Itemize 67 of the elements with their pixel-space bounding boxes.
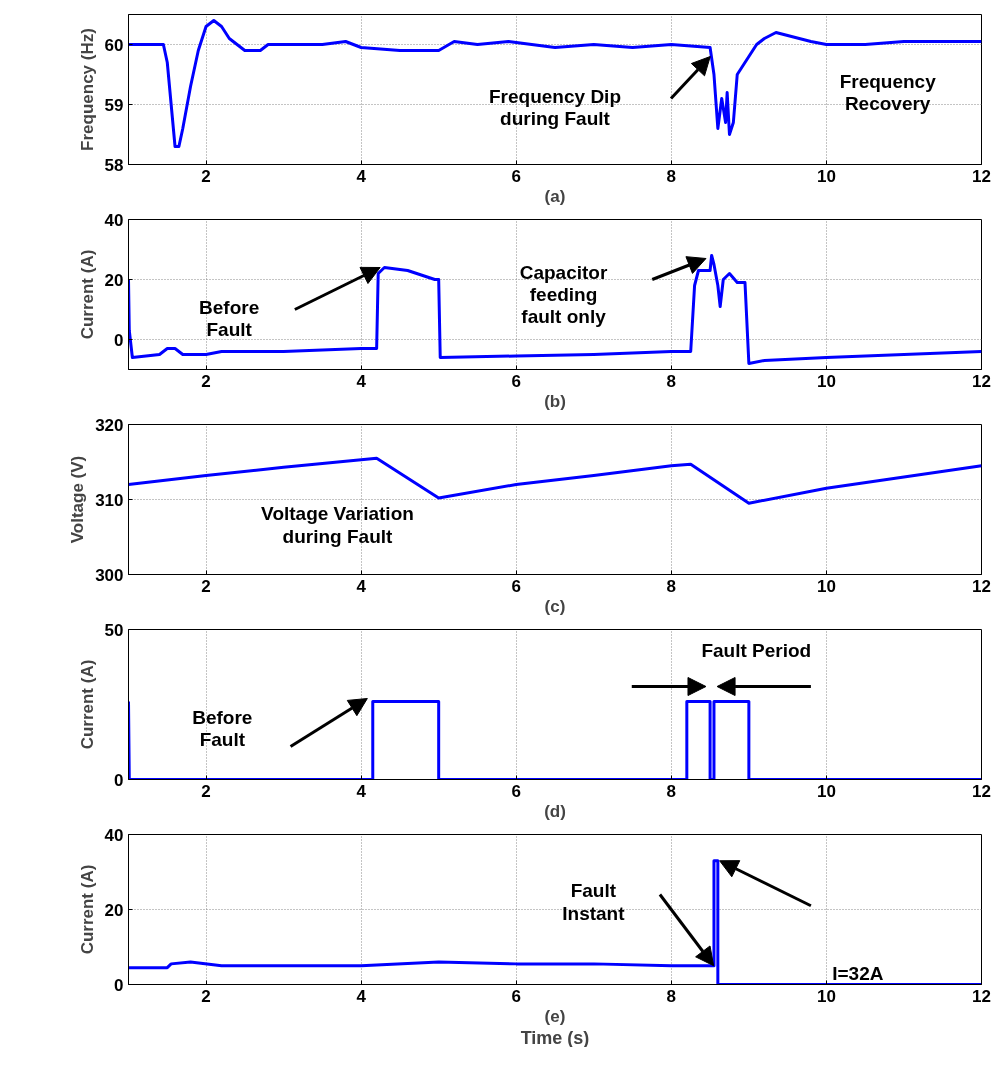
y-tick-label: 310 [95,490,124,510]
x-tick-label: 12 [972,371,991,391]
annotation: I=32A [832,962,884,984]
x-tick-label: 6 [511,371,521,391]
y-tick-label: 58 [104,155,124,175]
x-tick-label: 4 [356,371,367,391]
y-tick-label: 300 [95,565,124,585]
text: (b) [544,391,566,411]
x-tick-label: 6 [511,781,521,801]
x-tick-label: 8 [666,576,677,596]
y-tick-label: 40 [104,825,124,845]
x-tick-label: 10 [816,986,836,1006]
x-tick-label: 8 [666,166,677,186]
text: (d) [544,801,566,821]
y-tick-label: 20 [104,270,124,290]
annotation: Voltage Variation during Fault [261,503,414,547]
y-tick-label: 320 [95,415,124,435]
y-axis-title: Current (A) [77,249,97,340]
x-tick-label: 10 [816,166,836,186]
annotation: Capacitor feeding fault only [519,261,608,328]
x-tick-label: 6 [511,166,521,186]
x-tick-label: 12 [972,986,991,1006]
y-tick-label: 0 [114,770,124,790]
x-tick-label: 2 [201,371,211,391]
x-tick-label: 10 [816,371,836,391]
x-tick-label: 8 [666,986,677,1006]
annotation: Fault Period [701,640,812,661]
line-series [128,456,982,505]
y-axis-title: Current (A) [77,659,97,750]
y-tick-label: 40 [104,210,124,230]
y-tick-label: 59 [104,95,124,115]
x-tick-label: 12 [972,781,991,801]
x-tick-label: 6 [511,986,521,1006]
text: (a) [544,186,566,206]
y-axis-title: Current (A) [77,864,97,955]
x-tick-label: 4 [356,576,367,596]
y-tick-label: 50 [104,620,124,640]
x-tick-label: 2 [201,166,211,186]
y-tick-label: 60 [104,35,124,55]
annotation: Frequency Dip during Fault [489,85,621,130]
text: (c) [544,596,566,616]
x-tick-label: 2 [201,576,211,596]
x-tick-label: 8 [666,781,677,801]
y-tick-label: 0 [114,975,124,995]
y-tick-label: 0 [114,330,124,350]
annotation: Fault Instant [562,880,626,924]
annotation: Before Fault [192,706,253,751]
x-tick-label: 4 [356,986,367,1006]
y-tick-label: 20 [104,900,124,920]
x-tick-label: 2 [201,986,211,1006]
y-axis-title: Frequency (Hz) [77,28,97,151]
y-axis-title: Voltage (V) [68,455,88,544]
x-tick-label: 4 [356,166,367,186]
x-axis-title: Time (s) [520,1027,590,1048]
x-tick-label: 2 [201,781,211,801]
text: (e) [544,1006,566,1026]
x-tick-label: 4 [356,781,367,801]
annotation: Frequency Recovery [839,70,937,115]
x-tick-label: 12 [972,576,991,596]
x-tick-label: 8 [666,371,677,391]
x-tick-label: 10 [816,781,836,801]
line-series [128,19,982,148]
x-tick-label: 12 [972,166,991,186]
x-tick-label: 6 [511,576,521,596]
x-tick-label: 10 [816,576,836,596]
annotation: Before Fault [199,296,260,341]
line-series [128,254,982,365]
